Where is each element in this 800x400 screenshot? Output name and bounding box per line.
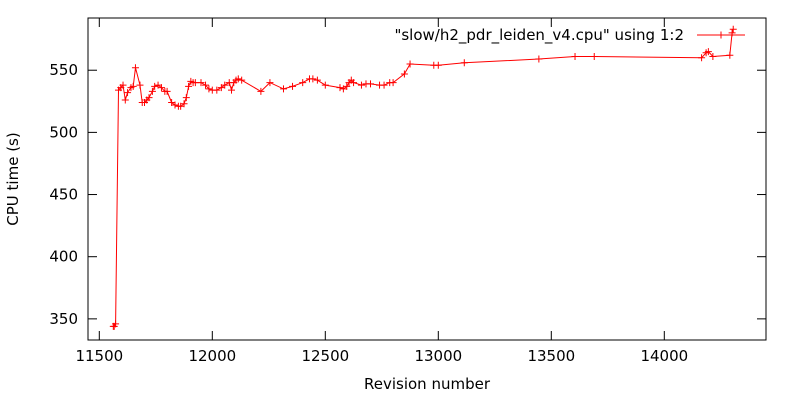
- data-point: [313, 76, 321, 84]
- data-point: [704, 48, 712, 56]
- data-point: [131, 64, 139, 72]
- plot-frame: [87, 17, 767, 341]
- data-point: [157, 84, 165, 92]
- data-point: [121, 96, 129, 104]
- data-point: [151, 82, 159, 90]
- data-point: [400, 70, 408, 78]
- data-point: [257, 87, 265, 95]
- data-point: [202, 81, 210, 89]
- data-point: [389, 79, 397, 87]
- data-point: [124, 89, 132, 97]
- data-point: [171, 101, 179, 109]
- data-point: [266, 79, 274, 87]
- data-point: [119, 81, 127, 89]
- x-axis-ticks: 11500 12000 12500 13000 13500 14000: [75, 18, 688, 365]
- data-point: [698, 54, 706, 62]
- y-tick-label: 450: [49, 186, 78, 204]
- y-tick-label: 400: [49, 248, 78, 266]
- y-axis-ticks: 350 400 450 500 550: [49, 61, 766, 328]
- data-point: [406, 60, 414, 68]
- y-tick-label: 550: [49, 61, 78, 79]
- x-tick-label: 14000: [640, 347, 688, 365]
- data-point: [163, 87, 171, 95]
- data-point: [180, 100, 188, 108]
- data-point: [434, 61, 442, 69]
- data-point: [350, 79, 358, 87]
- data-point: [729, 25, 737, 33]
- x-tick-label: 13000: [414, 347, 462, 365]
- data-point: [309, 75, 317, 83]
- data-point: [367, 80, 374, 88]
- data-point: [136, 81, 144, 89]
- data-point: [726, 51, 734, 59]
- data-point: [380, 81, 388, 89]
- data-point: [357, 81, 365, 89]
- data-point: [343, 82, 351, 90]
- data-point: [185, 82, 193, 90]
- data-point: [535, 55, 543, 63]
- data-point: [197, 79, 205, 87]
- y-axis-label: CPU time (s): [4, 132, 22, 225]
- data-point: [182, 94, 190, 102]
- data-point: [279, 85, 287, 93]
- data-point: [336, 84, 344, 92]
- data-point: [460, 59, 468, 67]
- legend-series-label: "slow/h2_pdr_leiden_v4.cpu" using 1:2: [394, 26, 684, 45]
- data-point: [221, 81, 229, 89]
- data-point: [238, 76, 246, 84]
- data-point: [234, 75, 242, 83]
- data-point: [590, 53, 598, 61]
- legend: "slow/h2_pdr_leiden_v4.cpu" using 1:2: [394, 26, 745, 45]
- data-point: [299, 79, 307, 87]
- data-point: [321, 81, 329, 89]
- x-tick-label: 13500: [527, 347, 575, 365]
- data-point: [145, 94, 153, 102]
- data-point: [148, 87, 156, 95]
- legend-marker: [717, 31, 725, 39]
- x-axis-label: Revision number: [364, 375, 491, 393]
- x-tick-label: 12000: [188, 347, 236, 365]
- data-point: [213, 86, 221, 94]
- data-point: [129, 82, 137, 90]
- series-line: [113, 29, 734, 327]
- x-tick-label: 12500: [301, 347, 349, 365]
- x-tick-label: 11500: [75, 347, 123, 365]
- y-tick-label: 350: [49, 310, 78, 328]
- data-point: [205, 85, 213, 93]
- data-point: [571, 53, 579, 61]
- y-tick-label: 500: [49, 123, 78, 141]
- data-point: [112, 320, 120, 328]
- data-point: [709, 53, 717, 61]
- data-point: [289, 82, 297, 90]
- plot-border: [87, 17, 767, 341]
- data-point: [228, 86, 236, 94]
- data-series: [109, 25, 737, 330]
